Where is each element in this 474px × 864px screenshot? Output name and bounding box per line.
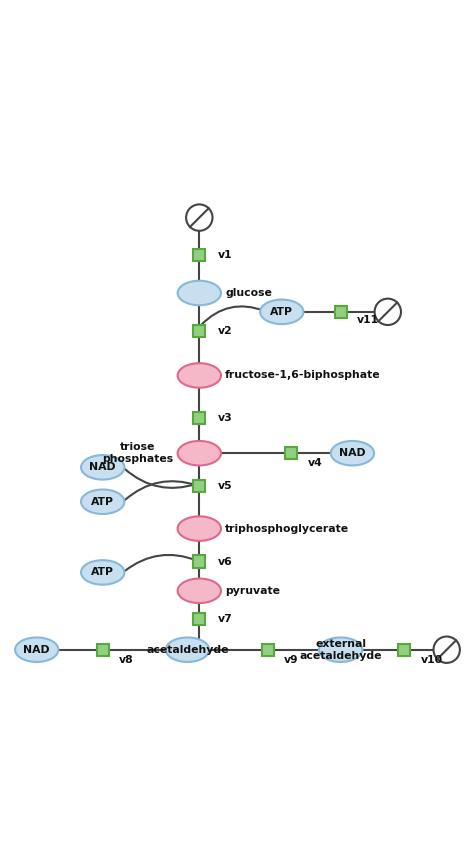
Circle shape [186,205,212,231]
Text: v7: v7 [218,614,233,624]
Text: NAD: NAD [23,645,50,655]
Ellipse shape [260,300,303,324]
Text: NAD: NAD [339,448,366,458]
Bar [193,412,205,424]
Circle shape [434,637,460,663]
Ellipse shape [178,281,221,305]
Text: pyruvate: pyruvate [225,586,280,596]
Bar [193,556,205,568]
Text: ATP: ATP [91,568,114,577]
Ellipse shape [81,455,124,480]
Text: v10: v10 [421,655,443,665]
Text: ATP: ATP [270,307,293,317]
Text: v4: v4 [308,458,322,467]
Bar [193,613,205,626]
Bar [97,644,109,656]
Text: acetaldehyde: acetaldehyde [146,645,229,655]
Ellipse shape [81,560,124,585]
Ellipse shape [81,490,124,514]
Text: v2: v2 [218,326,233,336]
Text: v11: v11 [357,315,379,326]
Bar [193,325,205,337]
Ellipse shape [178,363,221,388]
Ellipse shape [178,579,221,603]
Bar [285,447,297,460]
Bar [193,480,205,492]
Ellipse shape [178,441,221,466]
Text: v3: v3 [218,413,233,422]
Bar [335,306,347,318]
Ellipse shape [15,638,58,662]
Circle shape [374,299,401,325]
Text: NAD: NAD [90,462,116,473]
Bar [398,644,410,656]
Ellipse shape [178,517,221,541]
Text: v9: v9 [284,655,299,665]
Text: v1: v1 [218,251,233,260]
Bar [262,644,274,656]
Text: v8: v8 [119,655,134,665]
Text: triphosphoglycerate: triphosphoglycerate [225,524,349,534]
Text: external
acetaldehyde: external acetaldehyde [300,638,382,660]
Text: glucose: glucose [225,288,272,298]
Text: v6: v6 [218,556,233,567]
Text: fructose-1,6-biphosphate: fructose-1,6-biphosphate [225,371,381,380]
Text: ATP: ATP [91,497,114,507]
Text: v5: v5 [218,481,233,492]
Ellipse shape [331,441,374,466]
Bar [193,249,205,262]
Ellipse shape [166,638,209,662]
Ellipse shape [319,638,362,662]
Text: triose
phosphates: triose phosphates [102,442,173,464]
